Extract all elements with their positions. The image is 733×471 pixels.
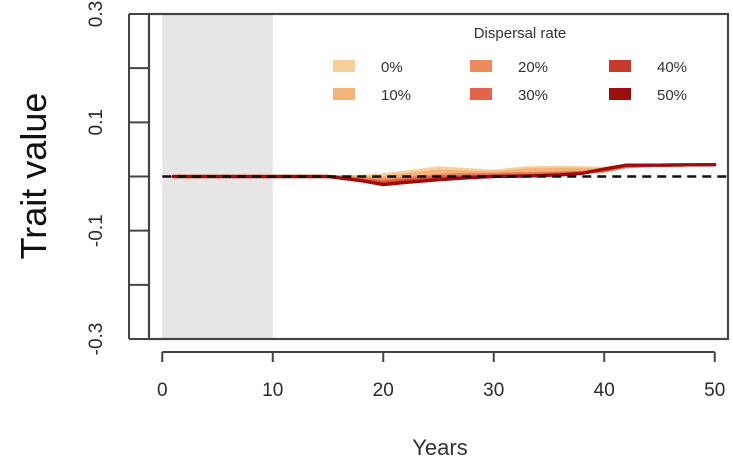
y-tick-label-1: -0.3 — [86, 323, 107, 356]
y-tick-label-4: 0.3 — [86, 1, 107, 27]
legend-swatch-2 — [333, 88, 355, 100]
series-group — [171, 163, 717, 187]
legend-swatch-6 — [609, 88, 631, 100]
legend-group: Dispersal rate 0% 10% 20% 30% 40% 50% — [333, 25, 687, 104]
x-tick-label-2: 10 — [262, 380, 283, 401]
x-tick-label-6: 50 — [704, 380, 725, 401]
legend-label-6: 50% — [657, 87, 687, 104]
axes-group: -0.3 -0.1 0.1 0.3 0 10 20 30 40 50 — [86, 1, 730, 401]
legend-label-4: 30% — [518, 87, 548, 104]
legend-swatch-1 — [333, 60, 355, 72]
legend-label-3: 20% — [518, 59, 548, 76]
legend-swatch-5 — [609, 60, 631, 72]
x-tick-label-5: 40 — [594, 380, 615, 401]
x-tick-label-1: 0 — [157, 380, 168, 401]
x-tick-label-4: 30 — [483, 380, 504, 401]
legend-label-2: 10% — [381, 87, 411, 104]
legend-swatch-4 — [470, 88, 492, 100]
y-tick-label-3: 0.1 — [86, 109, 107, 135]
y-axis-label: Trait value — [13, 93, 54, 260]
series-line-6 — [171, 163, 717, 187]
legend-label-1: 0% — [381, 59, 403, 76]
legend-swatch-3 — [470, 60, 492, 72]
x-tick-label-3: 20 — [373, 380, 394, 401]
x-axis-label: Years — [412, 435, 467, 460]
legend-label-5: 40% — [657, 59, 687, 76]
y-tick-label-2: -0.1 — [86, 214, 107, 247]
legend-title: Dispersal rate — [474, 25, 567, 42]
